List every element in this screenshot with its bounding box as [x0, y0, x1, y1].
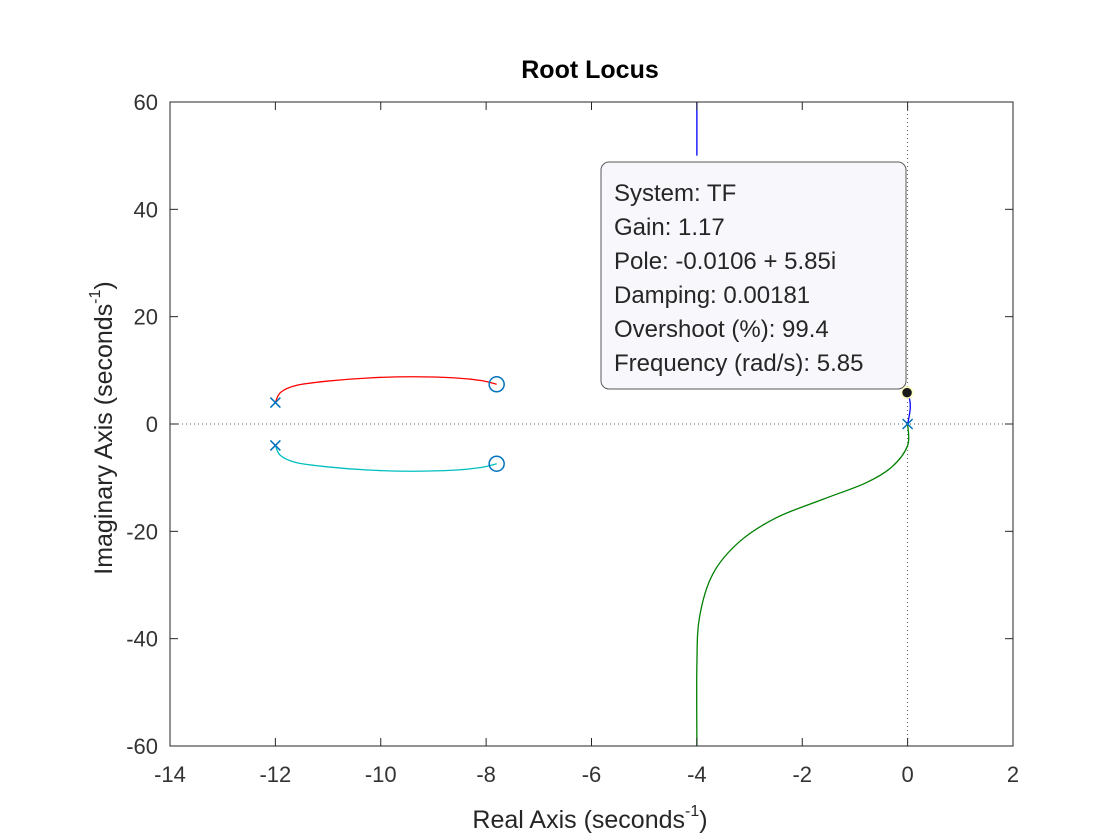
zero-marker: [488, 455, 505, 472]
x-tick-label: -10: [365, 762, 397, 787]
locus-branch-2: [274, 445, 497, 472]
pole-marker: [269, 439, 281, 451]
pole-marker: [902, 418, 914, 430]
x-tick-label: -4: [687, 762, 707, 787]
y-tick-label: 20: [134, 305, 158, 330]
data-tip-overshoot: Overshoot (%): 99.4: [614, 316, 829, 343]
y-tick-label: 0: [146, 412, 158, 437]
x-tick-label: -6: [582, 762, 602, 787]
pole-marker: [269, 397, 281, 409]
data-tip-pole: Pole: -0.0106 + 5.85i: [614, 248, 836, 275]
x-tick-label: -8: [476, 762, 496, 787]
x-tick-label: -2: [792, 762, 812, 787]
pole-marker-stroke: [269, 439, 281, 451]
x-axis-title: Real Axis (seconds-1): [472, 803, 707, 834]
locus-branch-1: [274, 376, 497, 403]
data-tip-marker: [900, 386, 914, 399]
y-tick-label: -60: [126, 734, 158, 759]
data-tip-system: System: TF: [614, 180, 736, 207]
data-tip-marker-group: [900, 386, 914, 399]
pole-marker-stroke: [269, 397, 281, 409]
zero-marker: [488, 376, 505, 393]
data-tip-damping: Damping: 0.00181: [614, 282, 810, 309]
y-axis-title: Imaginary Axis (seconds-1): [87, 281, 118, 575]
chart-title: Root Locus: [521, 56, 659, 84]
x-tick-label: -12: [259, 762, 291, 787]
x-tick-label: -14: [154, 762, 186, 787]
y-tick-label: -20: [126, 519, 158, 544]
data-tip-box: [600, 161, 907, 390]
pole-marker-stroke: [902, 418, 914, 430]
data-tip[interactable]: System: TF Gain: 1.17 Pole: -0.0106 + 5.…: [600, 161, 907, 390]
y-tick-label: -40: [126, 627, 158, 652]
y-tick-label: 60: [134, 90, 158, 115]
x-tick-label: 2: [1007, 762, 1019, 787]
y-tick-label: 40: [134, 197, 158, 222]
locus-branch-5: [696, 423, 910, 747]
data-tip-gain: Gain: 1.17: [614, 214, 725, 241]
data-tip-frequency: Frequency (rad/s): 5.85: [614, 350, 863, 377]
x-tick-label: 0: [902, 762, 914, 787]
plot-area: [170, 102, 1013, 747]
